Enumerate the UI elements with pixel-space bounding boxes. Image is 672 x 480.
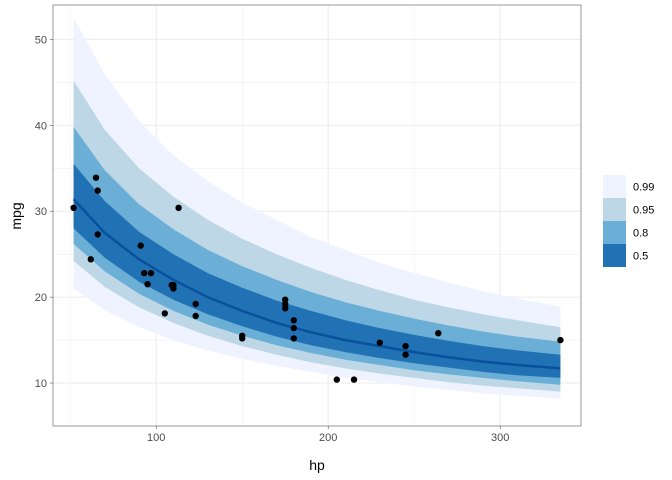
x-tick-label: 300 [491, 432, 509, 444]
x-tick-label: 100 [147, 432, 165, 444]
data-point [175, 204, 182, 211]
data-point [402, 342, 409, 350]
legend-key-0_8 [603, 221, 626, 244]
data-point [147, 269, 155, 277]
y-tick-label: 50 [35, 34, 47, 46]
data-point [170, 281, 177, 289]
y-tick-label: 30 [35, 206, 47, 218]
data-point [350, 376, 358, 383]
data-point [192, 312, 199, 320]
x-axis-title: hp [309, 457, 325, 473]
data-point [161, 310, 168, 317]
y-tick-label: 10 [35, 378, 47, 390]
data-point [94, 187, 101, 194]
band-0_5 [73, 163, 561, 378]
y-tick-label: 20 [35, 292, 47, 304]
legend-label: 0.5 [633, 251, 648, 263]
median-line-group [72, 198, 561, 370]
x-axis-ticks: 100 200 300 [147, 426, 509, 444]
data-point [557, 336, 564, 344]
data-point [192, 300, 199, 308]
median-line [72, 198, 561, 370]
y-axis-title: mpg [8, 202, 24, 229]
x-tick-label: 200 [319, 432, 337, 444]
data-point [141, 269, 148, 277]
data-point [333, 376, 340, 383]
legend-key-0_99 [603, 175, 626, 198]
legend-label: 0.95 [633, 205, 654, 217]
data-point [290, 317, 297, 324]
panel-border [52, 4, 582, 427]
legend-label: 0.8 [633, 228, 648, 240]
data-point [239, 335, 246, 342]
legend-label: 0.99 [633, 182, 654, 194]
data-point [87, 256, 95, 263]
legend-key-0_5 [603, 244, 626, 267]
y-tick-label: 40 [35, 120, 47, 132]
data-point [144, 281, 151, 288]
y-axis-ticks: 10 20 30 40 50 [35, 34, 53, 390]
data-point [92, 174, 100, 181]
data-point [94, 231, 101, 238]
data-point [402, 351, 409, 358]
legend: 0.99 0.95 0.8 0.5 [603, 175, 654, 267]
data-point [137, 242, 144, 249]
data-point [376, 339, 383, 346]
data-point [290, 324, 297, 332]
legend-key-0_95 [603, 198, 626, 221]
data-point [282, 300, 289, 308]
data-point [70, 204, 77, 211]
data-point [435, 330, 442, 337]
data-points [70, 174, 564, 383]
data-point [290, 335, 297, 342]
